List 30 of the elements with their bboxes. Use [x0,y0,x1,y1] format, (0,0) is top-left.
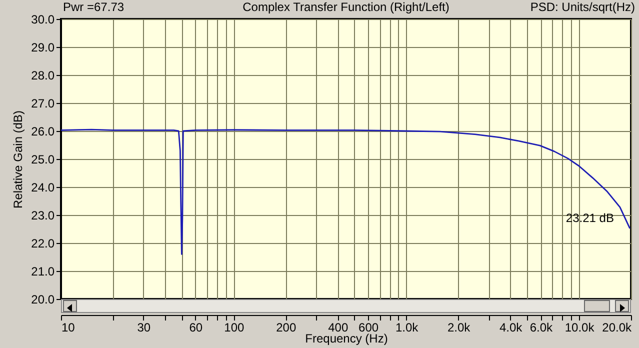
y-axis-title: Relative Gain (dB) [11,110,26,209]
y-tick-label: 27.0 [31,96,55,110]
y-tick-label: 20.0 [31,292,55,306]
y-tick-label: 23.0 [31,208,55,222]
x-tick-label: 100 [224,320,245,334]
y-tick-label: 29.0 [31,40,55,54]
x-tick-label: 4.0k [499,320,524,334]
x-tick-label: 1.0k [396,320,420,334]
x-tick-label: 6.0k [530,320,554,334]
annotation: 23.21 dB [566,211,614,226]
x-tick-label: 2.0k [447,320,472,334]
x-tick-label: 10.0k [564,320,596,334]
x-tick-label: 200 [276,320,296,334]
x-tick-label: 10 [62,320,76,334]
y-tick-label: 21.0 [31,264,55,278]
x-axis-title: Frequency (Hz) [305,332,388,346]
x-tick-label: 60 [189,320,203,334]
y-tick-label: 26.0 [31,124,55,138]
x-tick-label: 600 [358,320,379,334]
y-tick-label: 22.0 [31,236,55,250]
x-tick-label: 400 [328,320,348,334]
text: PSD: Units/sqrt(Hz) [530,0,635,14]
y-tick-label: 30.0 [31,12,55,26]
chart-title: Complex Transfer Function (Right/Left) [242,0,450,14]
y-tick-label: 28.0 [31,68,55,82]
x-tick-label: 30 [137,320,151,334]
y-tick-label: 25.0 [31,152,55,166]
y-tick-label: 24.0 [31,180,55,194]
x-tick-label: 20.0k [602,320,632,334]
text: Pwr =67.73 [63,0,124,14]
